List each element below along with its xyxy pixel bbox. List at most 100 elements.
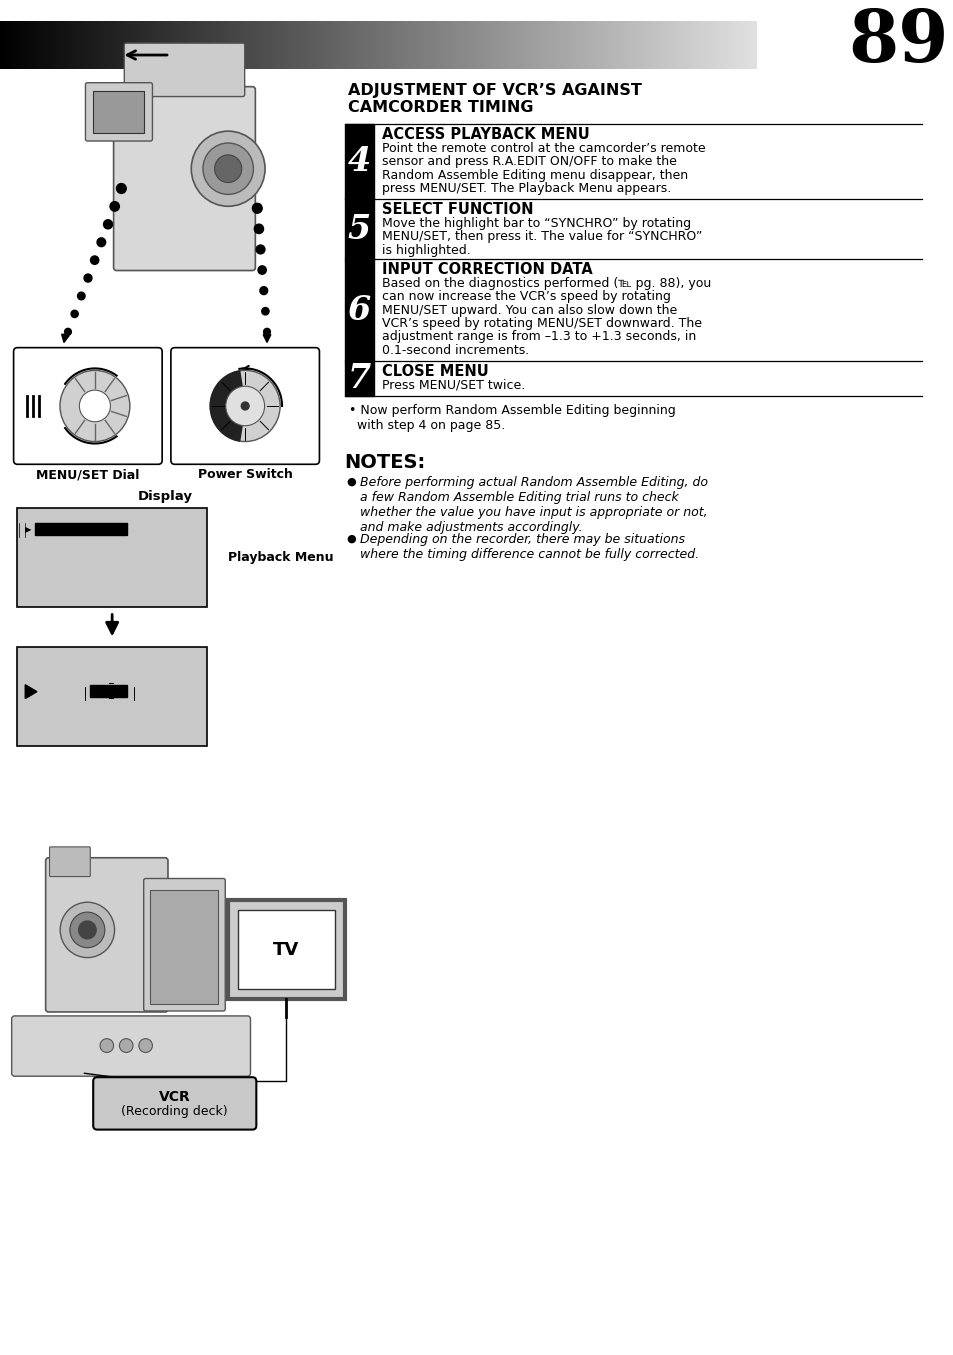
Bar [149,22,151,69]
Bar [147,22,149,69]
Bar [512,22,514,69]
Bar [332,22,334,69]
FancyBboxPatch shape [113,87,255,271]
Bar [151,890,218,1004]
Bar [611,22,614,69]
Bar [746,22,748,69]
FancyBboxPatch shape [93,1077,256,1130]
Text: Point the remote control at the camcorder’s remote: Point the remote control at the camcorde… [381,142,704,154]
Bar [61,22,63,69]
Text: VCR’s speed by rotating MENU/SET downward. The: VCR’s speed by rotating MENU/SET downwar… [381,317,700,331]
Bar [353,22,355,69]
Bar [593,22,595,69]
Bar [283,22,285,69]
FancyBboxPatch shape [144,878,225,1011]
Bar [613,22,615,69]
Bar [357,22,359,69]
Bar [433,22,435,69]
Bar [157,22,159,69]
Bar [525,22,527,69]
Text: • Now perform Random Assemble Editing beginning
  with step 4 on page 85.: • Now perform Random Assemble Editing be… [348,404,675,432]
Bar [72,22,74,69]
Bar [608,22,610,69]
Bar [108,22,110,69]
Bar [375,22,377,69]
Circle shape [97,238,106,247]
Bar [527,22,529,69]
Bar [618,22,619,69]
Bar [631,22,633,69]
Bar [515,22,517,69]
Circle shape [119,1039,132,1053]
Bar [101,22,103,69]
Text: 4: 4 [347,145,371,179]
Bar [170,22,172,69]
Bar [648,22,650,69]
Bar [29,22,30,69]
Bar [113,22,115,69]
Bar [427,22,429,69]
Bar [508,22,511,69]
Bar [402,22,404,69]
Bar [343,22,346,69]
Bar [116,22,118,69]
Bar [442,22,444,69]
Bar [53,22,55,69]
Text: Before performing actual Random Assemble Editing, do
a few Random Assemble Editi: Before performing actual Random Assemble… [360,476,707,534]
Bar [365,22,367,69]
Bar [531,22,533,69]
Bar [17,648,207,747]
Bar [358,22,360,69]
Bar [77,22,79,69]
Bar [484,22,486,69]
Bar [710,22,712,69]
Bar [585,22,588,69]
Bar [335,22,336,69]
Bar [678,22,679,69]
Bar [214,22,217,69]
Polygon shape [25,684,37,699]
Bar [91,684,127,696]
Bar [559,22,562,69]
Bar [124,22,126,69]
Bar [698,22,700,69]
Bar [141,22,143,69]
Bar [242,22,244,69]
Bar [578,22,580,69]
Bar [152,22,153,69]
Bar [86,22,89,69]
Bar [492,22,494,69]
Text: ADJUSTMENT OF VCR’S AGAINST: ADJUSTMENT OF VCR’S AGAINST [347,83,640,98]
Bar [413,22,416,69]
Bar [198,22,200,69]
Bar [695,22,697,69]
Bar [111,22,112,69]
Bar [329,22,331,69]
Bar [685,22,687,69]
Bar [33,22,35,69]
Bar [39,22,41,69]
Bar [680,22,683,69]
Bar [584,22,586,69]
Bar [711,22,713,69]
Circle shape [84,274,91,282]
FancyBboxPatch shape [86,83,152,141]
Bar [47,22,49,69]
Bar [720,22,722,69]
Bar [258,22,261,69]
Bar [240,22,243,69]
Bar [314,22,315,69]
Bar [416,22,418,69]
Bar [387,22,390,69]
Bar [474,22,476,69]
Bar [574,22,576,69]
Bar [394,22,395,69]
Bar [24,22,27,69]
Bar [98,22,100,69]
Bar [30,22,32,69]
Bar [44,22,46,69]
Text: 0.1-second increments.: 0.1-second increments. [381,344,528,356]
Bar [310,22,313,69]
Text: ●: ● [346,476,356,486]
Bar [476,22,478,69]
